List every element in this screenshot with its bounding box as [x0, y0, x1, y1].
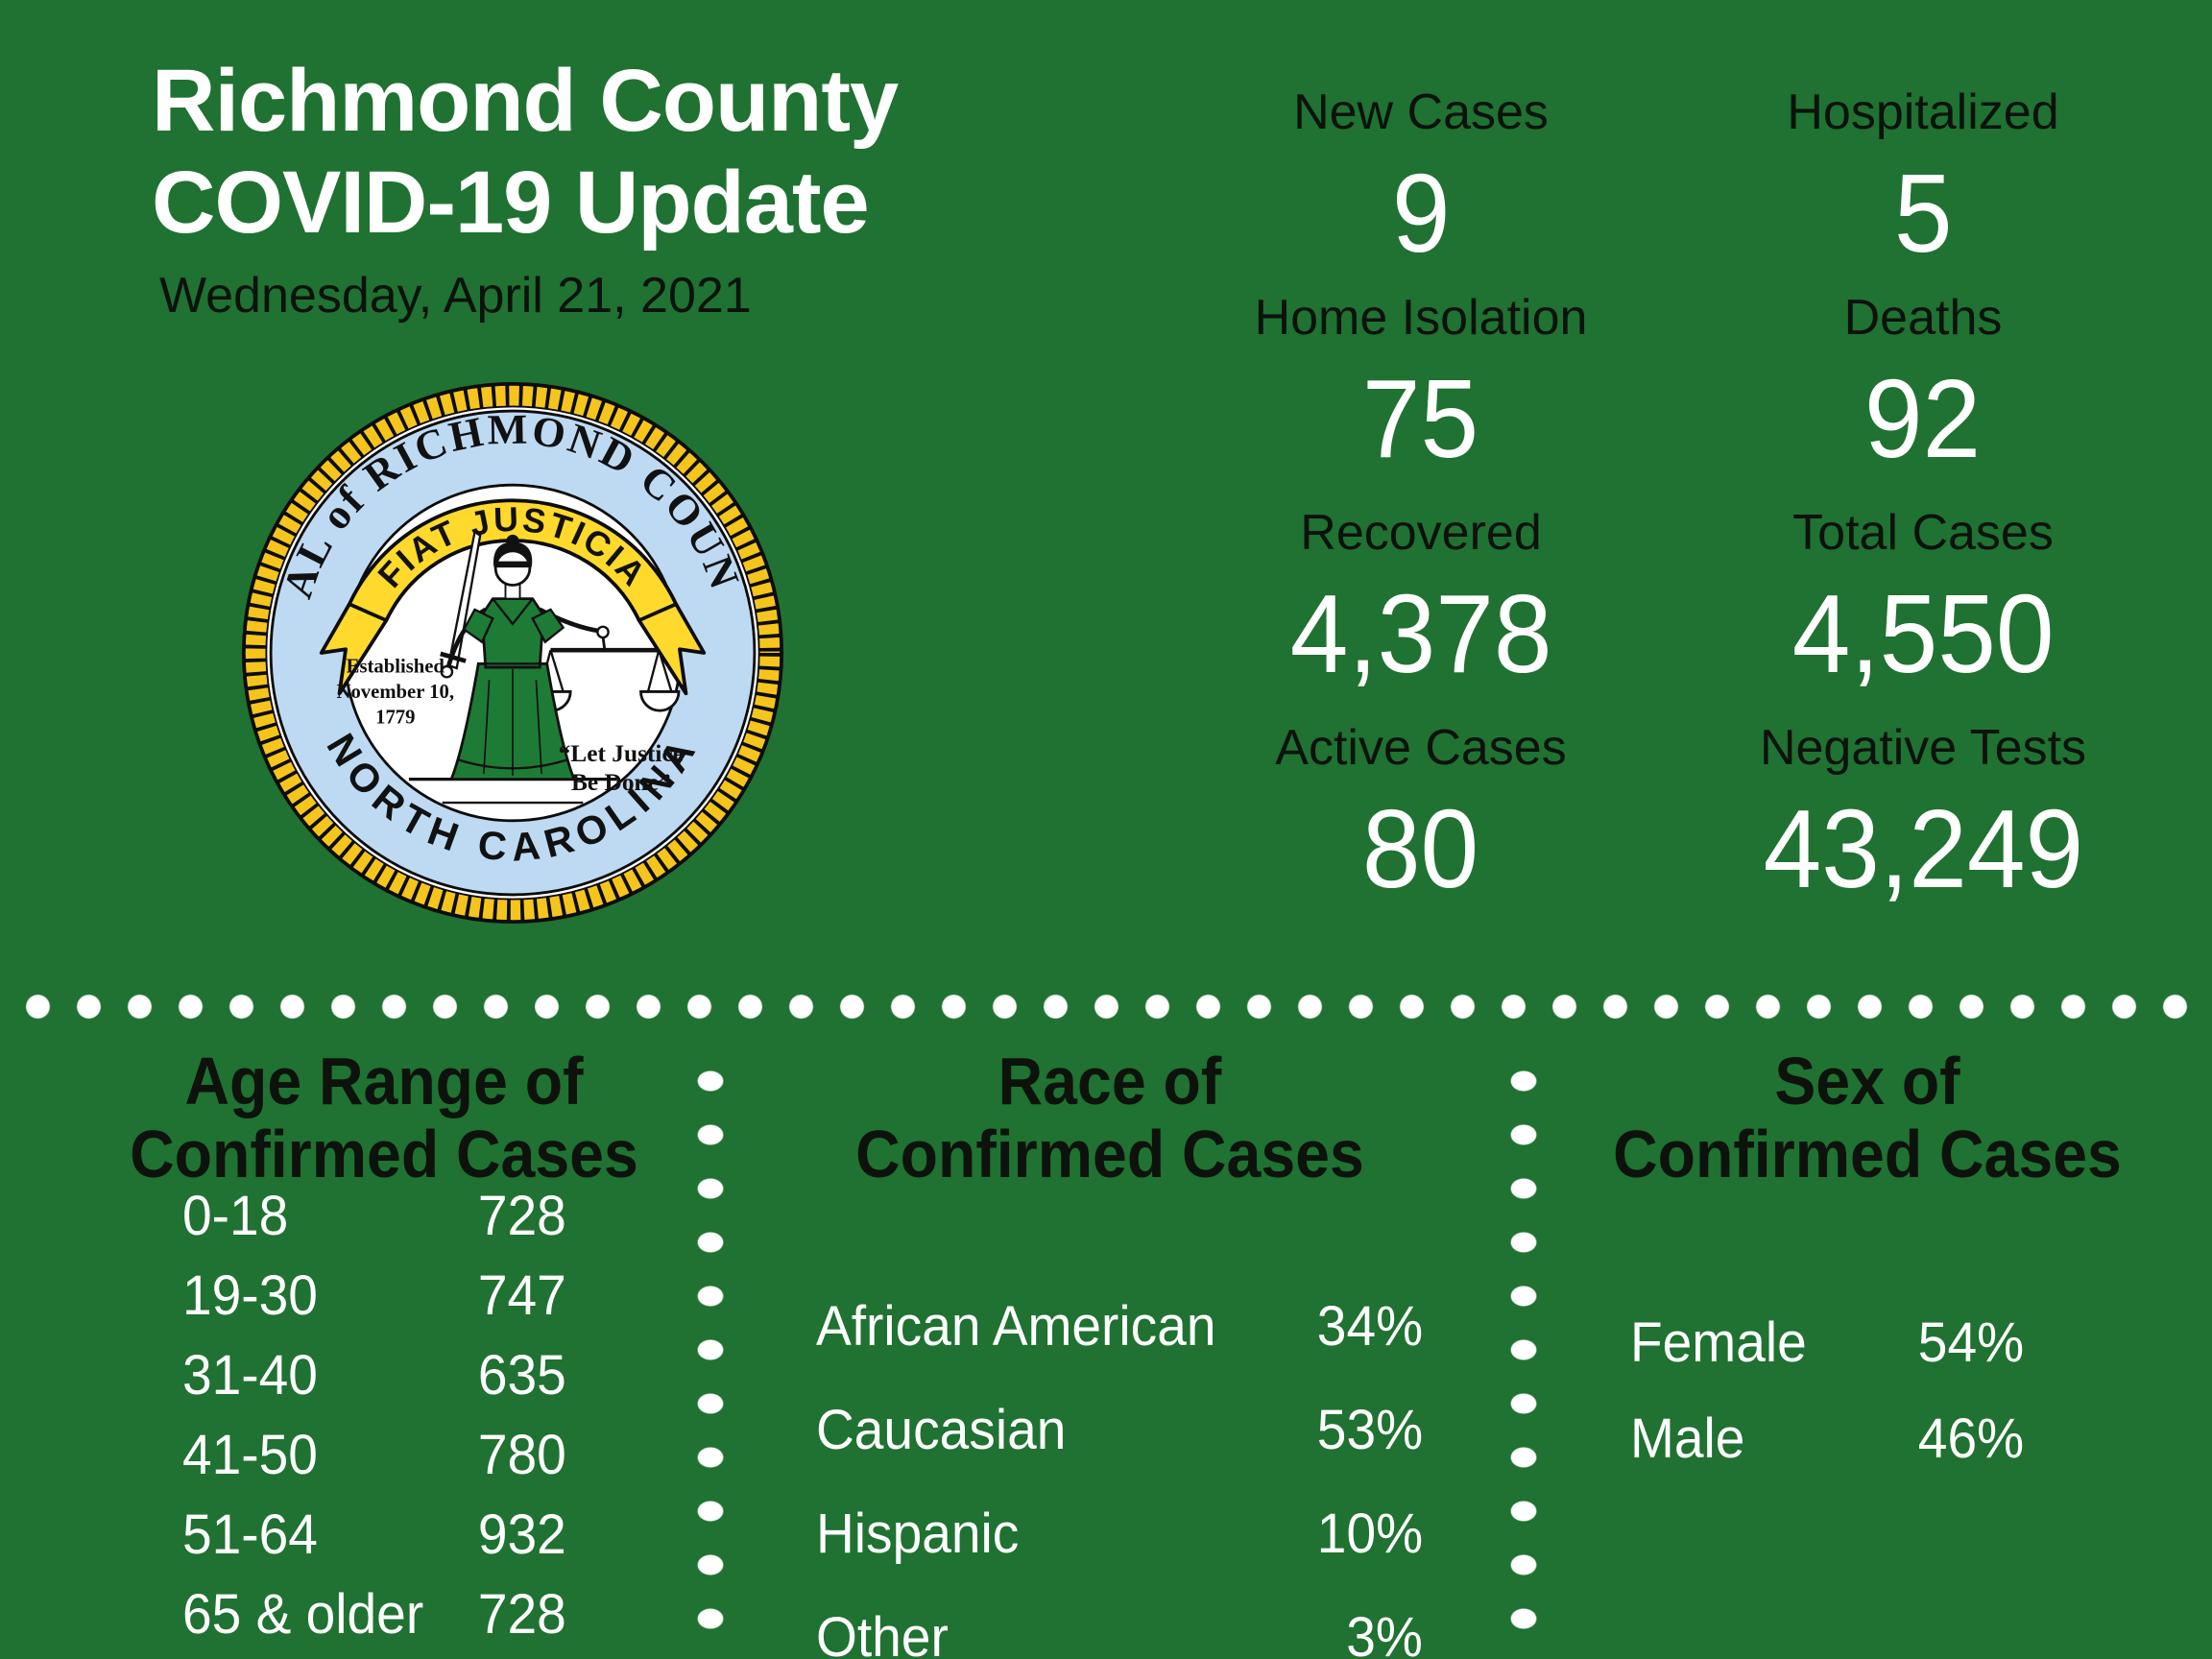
- stat-total-cases: Total Cases 4,550: [1635, 503, 2211, 693]
- stat-home-isolation-label: Home Isolation: [1254, 290, 1588, 346]
- seal-motto-text: “Let Justice Be Done”: [559, 740, 684, 796]
- stat-deaths-value: 92: [1864, 356, 1982, 481]
- stat-active-cases-label: Active Cases: [1275, 720, 1567, 776]
- page-title-line1: Richmond County: [152, 52, 899, 150]
- age-row: 19-30 747: [182, 1264, 566, 1327]
- race-section-title: Race of Confirmed Cases: [792, 1045, 1428, 1190]
- dotted-divider-vertical-2: [1510, 1054, 1537, 1659]
- age-row: 65 & older 728: [182, 1583, 566, 1646]
- age-row: 31-40 635: [182, 1344, 566, 1407]
- stat-active-cases: Active Cases 80: [1133, 718, 1709, 908]
- race-row: Caucasian 53%: [816, 1399, 1423, 1461]
- stat-hospitalized: Hospitalized 5: [1635, 83, 2211, 273]
- county-seal: SEAL of RICHMOND COUNTY NORTH CAROLINA F…: [242, 382, 783, 924]
- sex-table: Female 54% Male 46%: [1630, 1313, 2024, 1505]
- svg-text:November 10,: November 10,: [337, 682, 454, 703]
- age-section-title: Age Range of Confirmed Cases: [66, 1045, 702, 1190]
- age-table: 0-18 728 19-30 747 31-40 635 41-50 780 51-64…: [182, 1189, 566, 1659]
- race-section-title-line1: Race of: [998, 1044, 1222, 1118]
- stat-hospitalized-label: Hospitalized: [1787, 84, 2059, 140]
- stat-deaths: Deaths 92: [1635, 288, 2211, 478]
- stat-total-cases-value: 4,550: [1791, 571, 2055, 696]
- svg-text:1779: 1779: [375, 707, 415, 728]
- stat-home-isolation-value: 75: [1362, 356, 1479, 481]
- stat-negative-tests-label: Negative Tests: [1759, 720, 2087, 776]
- age-row: 51-64 932: [182, 1503, 566, 1566]
- stat-negative-tests: Negative Tests 43,249: [1635, 718, 2211, 908]
- stat-recovered: Recovered 4,378: [1133, 503, 1709, 693]
- age-section-title-line2: Confirmed Cases: [130, 1117, 638, 1191]
- sex-row: Male 46%: [1630, 1407, 2024, 1470]
- sex-section-title: Sex of Confirmed Cases: [1550, 1045, 2185, 1190]
- svg-text:“Let Justice: “Let Justice: [559, 740, 684, 767]
- svg-text:Be Done”: Be Done”: [571, 769, 671, 796]
- lady-justice-figure: [408, 530, 681, 805]
- stat-new-cases-value: 9: [1391, 151, 1451, 276]
- stat-home-isolation: Home Isolation 75: [1133, 288, 1709, 478]
- age-row: 41-50 780: [182, 1424, 566, 1486]
- stat-new-cases: New Cases 9: [1133, 83, 1709, 273]
- seal-established-text: Established November 10, 1779: [337, 657, 454, 729]
- sex-section-title-line2: Confirmed Cases: [1613, 1117, 2122, 1191]
- stat-active-cases-value: 80: [1362, 786, 1479, 911]
- dotted-divider-horizontal: [0, 994, 2212, 1020]
- race-row: Other 3%: [816, 1606, 1423, 1659]
- stat-recovered-label: Recovered: [1300, 505, 1542, 561]
- stat-new-cases-label: New Cases: [1293, 84, 1549, 140]
- page-title-line2: COVID-19 Update: [152, 154, 870, 252]
- stat-hospitalized-value: 5: [1893, 151, 1953, 276]
- stat-recovered-value: 4,378: [1289, 571, 1552, 696]
- stat-total-cases-label: Total Cases: [1792, 505, 2054, 561]
- dotted-divider-vertical-1: [697, 1054, 724, 1659]
- race-row: African American 34%: [816, 1295, 1423, 1358]
- report-date: Wednesday, April 21, 2021: [159, 268, 752, 324]
- stat-negative-tests-value: 43,249: [1763, 786, 2083, 911]
- page-title: Richmond County COVID-19 Update: [152, 50, 899, 253]
- age-section-title-line1: Age Range of: [184, 1044, 584, 1118]
- sex-section-title-line1: Sex of: [1774, 1044, 1960, 1118]
- svg-text:Established: Established: [347, 657, 445, 678]
- stat-deaths-label: Deaths: [1843, 290, 2003, 346]
- sex-row: Female 54%: [1630, 1311, 2024, 1374]
- race-table: African American 34% Caucasian 53% Hispani…: [816, 1296, 1423, 1659]
- race-row: Hispanic 10%: [816, 1503, 1423, 1565]
- seal-rope-twists: [245, 385, 781, 921]
- age-row: 0-18 728: [182, 1185, 566, 1247]
- race-section-title-line2: Confirmed Cases: [855, 1117, 1364, 1191]
